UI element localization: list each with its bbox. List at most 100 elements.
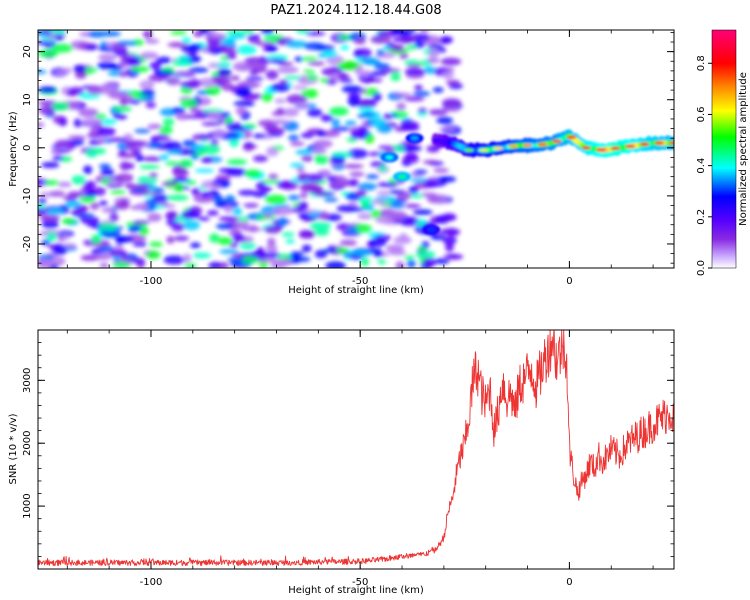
- noise-blob: [239, 241, 256, 250]
- noise-blob: [220, 49, 239, 55]
- noise-blob: [323, 197, 339, 202]
- noise-blob: [412, 209, 433, 215]
- noise-blob: [334, 247, 351, 254]
- noise-blob: [407, 194, 425, 199]
- noise-blob: [271, 119, 289, 125]
- noise-blob: [299, 230, 315, 239]
- noise-blob: [215, 223, 235, 230]
- noise-blob: [98, 53, 117, 62]
- noise-blob: [62, 243, 77, 248]
- noise-blob: [325, 261, 346, 268]
- noise-blob: [265, 69, 279, 80]
- noise-blob: [38, 258, 53, 268]
- noise-blob: [320, 248, 339, 253]
- noise-blob: [119, 161, 130, 171]
- noise-blob: [307, 173, 324, 183]
- noise-blob: [372, 92, 382, 102]
- noise-blob: [276, 66, 299, 74]
- spectrogram-x-axis: -100 -50 0: [66, 30, 654, 287]
- noise-blob: [408, 185, 419, 195]
- noise-blob: [225, 168, 247, 177]
- noise-blob: [38, 254, 54, 261]
- noise-blob: [197, 216, 210, 221]
- noise-blob: [217, 68, 232, 77]
- noise-blob: [47, 30, 67, 34]
- noise-blob: [142, 156, 162, 162]
- y-tick-label: 10: [22, 93, 33, 106]
- noise-blob: [328, 181, 350, 187]
- noise-blob: [436, 116, 454, 125]
- noise-blob: [166, 76, 181, 86]
- noise-blob: [135, 154, 144, 162]
- noise-blob: [114, 200, 130, 210]
- noise-blob: [150, 136, 172, 141]
- noise-blob: [86, 85, 103, 95]
- noise-blob: [144, 38, 160, 44]
- noise-blob: [309, 185, 324, 195]
- noise-blob: [38, 122, 45, 128]
- noise-blob: [96, 252, 111, 258]
- colorbar-gradient: [712, 30, 736, 268]
- noise-blob: [268, 173, 279, 180]
- snr-y-axis: 1000 2000 3000: [22, 329, 674, 570]
- noise-blob: [152, 187, 165, 194]
- noise-blob: [279, 79, 289, 85]
- noise-blob: [67, 191, 81, 199]
- noise-blob: [281, 232, 295, 237]
- noise-blob: [147, 212, 162, 222]
- noise-blob: [318, 211, 330, 221]
- noise-blob: [200, 144, 221, 155]
- noise-blob: [373, 248, 383, 258]
- noise-blob: [295, 102, 310, 110]
- noise-blob: [296, 175, 308, 182]
- noise-blob: [351, 249, 372, 257]
- noise-blob: [331, 151, 352, 158]
- noise-blob: [403, 145, 423, 152]
- noise-blob: [283, 107, 299, 117]
- noise-blob: [188, 67, 209, 73]
- noise-blob: [140, 90, 156, 96]
- noise-blob: [83, 165, 93, 175]
- noise-blob: [38, 49, 59, 58]
- noise-blob: [163, 203, 176, 209]
- noise-blob: [288, 134, 300, 142]
- noise-blob: [52, 155, 65, 161]
- noise-blob: [149, 172, 158, 179]
- noise-blob: [417, 246, 427, 252]
- y-tick-label: 3000: [22, 368, 33, 393]
- noise-blob: [136, 258, 145, 268]
- noise-blob: [52, 102, 70, 111]
- noise-blob: [161, 181, 178, 186]
- noise-blob: [299, 191, 308, 199]
- noise-blob: [244, 144, 258, 149]
- x-tick-label: 0: [566, 577, 572, 588]
- noise-blob: [97, 118, 117, 125]
- noise-blob: [181, 210, 200, 220]
- x-tick-label: -50: [352, 577, 368, 588]
- noise-blob: [406, 30, 416, 34]
- noise-blob: [294, 56, 303, 62]
- noise-blob: [271, 111, 286, 117]
- noise-blob: [406, 44, 418, 50]
- noise-blob: [172, 177, 191, 183]
- noise-blob: [174, 235, 189, 241]
- noise-blob: [427, 194, 439, 204]
- feature-core: [385, 155, 394, 160]
- noise-blob: [395, 261, 405, 268]
- noise-blob: [274, 98, 287, 104]
- noise-blob: [97, 126, 116, 137]
- noise-blob: [432, 87, 444, 93]
- noise-blob: [261, 186, 273, 192]
- noise-blob: [314, 155, 330, 165]
- noise-blob: [302, 209, 318, 214]
- noise-blob: [365, 174, 380, 180]
- noise-blob: [173, 70, 194, 77]
- noise-blob: [400, 36, 416, 45]
- noise-blob: [163, 255, 186, 265]
- noise-blob: [71, 138, 84, 146]
- noise-blob: [386, 210, 408, 221]
- noise-blob: [411, 33, 430, 42]
- noise-blob: [422, 257, 437, 267]
- noise-blob: [145, 101, 156, 109]
- noise-blob: [245, 76, 264, 81]
